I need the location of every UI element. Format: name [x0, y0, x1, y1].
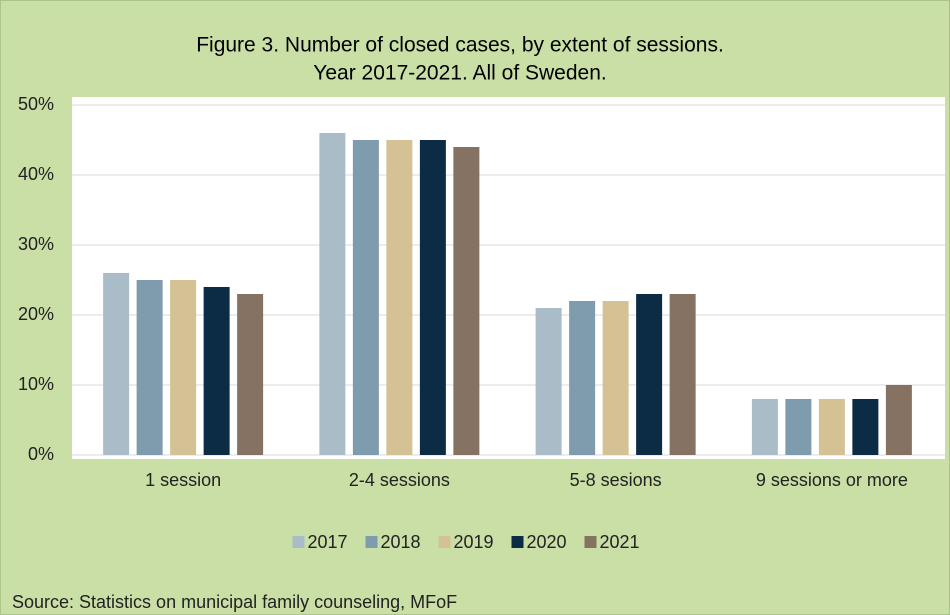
y-tick-label: 10% [18, 374, 54, 394]
y-tick-label: 40% [18, 164, 54, 184]
bar [818, 399, 845, 455]
bar [136, 280, 163, 455]
x-tick-label: 1 session [145, 470, 221, 490]
bar [535, 308, 562, 455]
bar [103, 273, 130, 455]
plot-area [72, 97, 945, 459]
bar [636, 294, 663, 455]
legend-label: 2019 [454, 532, 494, 552]
chart-title: Year 2017-2021. All of Sweden. [313, 62, 606, 85]
legend-label: 2021 [600, 532, 640, 552]
y-tick-label: 50% [18, 94, 54, 114]
x-tick-label: 9 sessions or more [756, 470, 908, 490]
y-tick-label: 30% [18, 234, 54, 254]
bar [569, 301, 596, 455]
x-tick-label: 2-4 sessions [349, 470, 450, 490]
chart-title: Figure 3. Number of closed cases, by ext… [196, 34, 724, 57]
legend-swatch [292, 536, 305, 548]
legend-label: 2017 [308, 532, 348, 552]
legend-swatch [511, 536, 524, 548]
legend-swatch [438, 536, 451, 548]
source: Source: Statistics on municipal family c… [12, 592, 457, 612]
bar [203, 287, 230, 455]
bar [352, 140, 379, 455]
legend-swatch [584, 536, 597, 548]
legend-swatch [365, 536, 378, 548]
y-tick-label: 20% [18, 304, 54, 324]
bar [453, 147, 480, 455]
bar [669, 294, 696, 455]
y-tick-label: 0% [28, 444, 54, 464]
bar [885, 385, 912, 455]
bar [319, 133, 346, 455]
bar [852, 399, 879, 455]
bar [751, 399, 778, 455]
legend-label: 2020 [527, 532, 567, 552]
bar [170, 280, 197, 455]
bar [785, 399, 812, 455]
x-tick-label: 5-8 sesions [570, 470, 662, 490]
bar [602, 301, 629, 455]
bar [419, 140, 446, 455]
bar [386, 140, 413, 455]
bar [237, 294, 264, 455]
legend-label: 2018 [381, 532, 421, 552]
